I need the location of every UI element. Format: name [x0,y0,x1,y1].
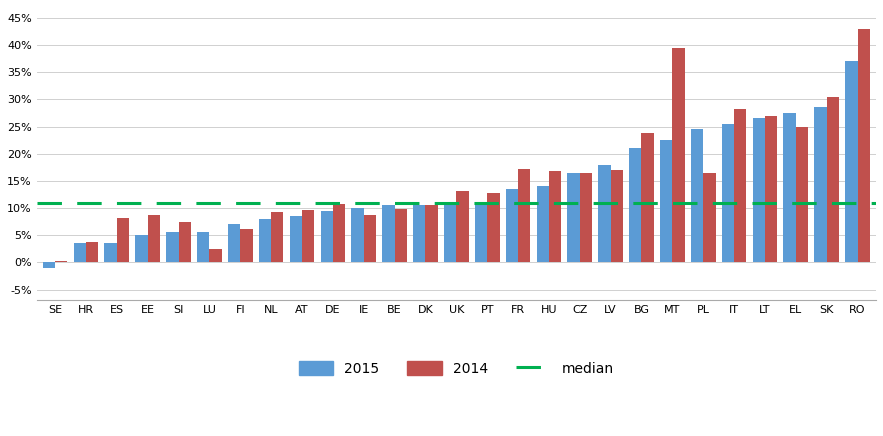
Bar [240,228,253,262]
Bar [630,148,641,262]
Bar [506,189,518,262]
Bar [197,232,209,262]
Bar [73,243,86,262]
Bar [271,212,283,262]
Bar [444,205,457,262]
Bar [457,191,469,262]
Bar [178,221,191,262]
Bar [135,235,147,262]
Bar [259,219,271,262]
Bar [147,215,160,262]
Bar [42,262,55,268]
Bar [321,211,333,262]
Bar [117,218,129,262]
Bar [691,129,703,262]
Bar [734,109,746,262]
Bar [765,116,777,262]
Bar [302,210,314,262]
Bar [641,133,653,262]
Bar [487,193,500,262]
Bar [537,186,549,262]
Bar [55,261,67,262]
Bar [857,29,870,262]
Bar [413,205,426,262]
Bar [611,170,623,262]
Bar [166,232,178,262]
Bar [845,61,857,262]
Bar [209,249,222,262]
Bar [333,204,345,262]
Bar [364,215,376,262]
Bar [549,171,562,262]
Bar [672,48,684,262]
Bar [814,108,826,262]
Bar [599,164,611,262]
Bar [290,216,302,262]
Bar [568,173,580,262]
Bar [475,203,487,262]
Bar [796,126,808,262]
Bar [351,208,364,262]
Bar [580,173,592,262]
Bar [703,173,715,262]
Legend: 2015, 2014, median: 2015, 2014, median [293,356,620,382]
Bar [395,209,407,262]
Bar [382,205,395,262]
Bar [752,118,765,262]
Bar [86,242,98,262]
Bar [518,169,531,262]
Bar [660,140,672,262]
Bar [721,124,734,262]
Bar [426,205,438,262]
Bar [826,97,839,262]
Bar [783,113,796,262]
Bar [104,243,117,262]
Bar [228,224,240,262]
